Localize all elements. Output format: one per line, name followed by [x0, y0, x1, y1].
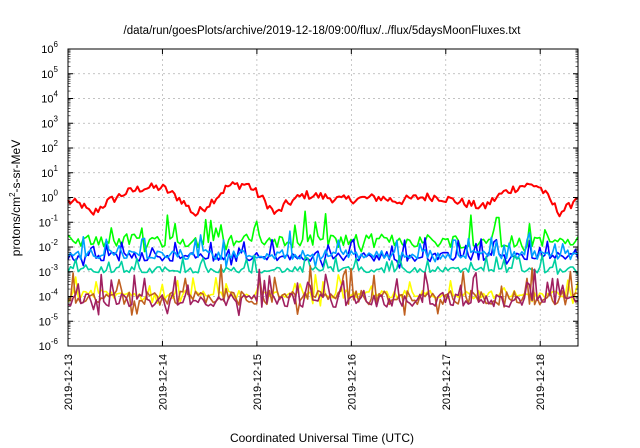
y-tick-label-base: 10 — [39, 292, 51, 304]
y-tick-label-exp: 6 — [54, 40, 59, 49]
y-tick-label-base: 10 — [39, 267, 51, 279]
x-tick-label: 2019-12-14 — [157, 354, 169, 410]
series-group — [67, 181, 579, 317]
x-axis-label: Coordinated Universal Time (UTC) — [230, 431, 414, 445]
y-tick-label-base: 10 — [39, 316, 51, 328]
y-tick-label-exp: 5 — [54, 65, 59, 74]
y-tick-label: 10-1 — [39, 213, 59, 229]
y-tick-label: 10-5 — [39, 312, 59, 328]
y-tick-label-exp: -5 — [51, 312, 59, 321]
y-tick-label-base: 10 — [39, 217, 51, 229]
x-tick-label: 2019-12-17 — [441, 354, 453, 410]
y-tick-label: 106 — [41, 40, 58, 56]
y-tick-label-exp: 1 — [54, 164, 59, 173]
x-tick-label: 2019-12-15 — [252, 354, 264, 410]
y-axis: 10-610-510-410-310-210-11001011021031041… — [39, 40, 578, 353]
series-line-1 — [67, 210, 579, 253]
series-line-5 — [67, 273, 579, 307]
y-tick-label-exp: 2 — [54, 139, 59, 148]
y-tick-label-exp: -3 — [51, 263, 59, 272]
y-tick-label-exp: 3 — [54, 114, 59, 123]
y-tick-label-base: 10 — [41, 168, 53, 180]
x-tick-label: 2019-12-18 — [535, 354, 547, 410]
y-tick-label-base: 10 — [39, 341, 51, 353]
y-tick-label: 10-3 — [39, 263, 59, 279]
y-tick-label-base: 10 — [41, 94, 53, 106]
y-axis-label-base: protons/cm — [9, 197, 23, 256]
x-tick-label: 2019-12-13 — [63, 354, 75, 410]
chart-title: /data/run/goesPlots/archive/2019-12-18/0… — [124, 25, 522, 37]
y-axis-label: protons/cm2-s-sr-MeV — [8, 140, 23, 256]
y-tick-label: 105 — [41, 65, 58, 81]
series-line-7 — [67, 268, 579, 317]
y-tick-label: 103 — [41, 114, 58, 130]
y-tick-label-base: 10 — [39, 242, 51, 254]
y-tick-label: 10-2 — [39, 238, 59, 254]
y-tick-label-base: 10 — [41, 193, 53, 205]
series-line-4 — [67, 254, 579, 276]
y-tick-label-exp: 4 — [54, 90, 59, 99]
y-tick-label-exp: -6 — [51, 337, 59, 346]
x-tick-label: 2019-12-16 — [346, 354, 358, 410]
y-tick-label-exp: -4 — [51, 288, 59, 297]
y-tick-label-base: 10 — [41, 69, 53, 81]
y-tick-label: 102 — [41, 139, 58, 155]
y-tick-label: 10-6 — [39, 337, 59, 353]
y-tick-label-exp: -1 — [51, 213, 59, 222]
y-tick-label: 101 — [41, 164, 58, 180]
y-tick-label: 10-4 — [39, 288, 59, 304]
y-axis-label-sup: 2 — [8, 192, 17, 197]
series-line-0 — [67, 181, 579, 218]
series-line-3 — [67, 230, 579, 268]
y-tick-label: 100 — [41, 189, 58, 205]
y-tick-label: 104 — [41, 90, 58, 106]
y-axis-label-rest: -s-sr-MeV — [9, 140, 23, 193]
y-tick-label-base: 10 — [41, 143, 53, 155]
y-tick-label-base: 10 — [41, 118, 53, 130]
y-tick-label-exp: 0 — [54, 189, 59, 198]
y-tick-label-base: 10 — [41, 44, 53, 56]
x-axis: 2019-12-13 2019-12-14 2019-12-15 2019-12-16… — [63, 49, 547, 410]
y-tick-label-exp: -2 — [51, 238, 59, 247]
